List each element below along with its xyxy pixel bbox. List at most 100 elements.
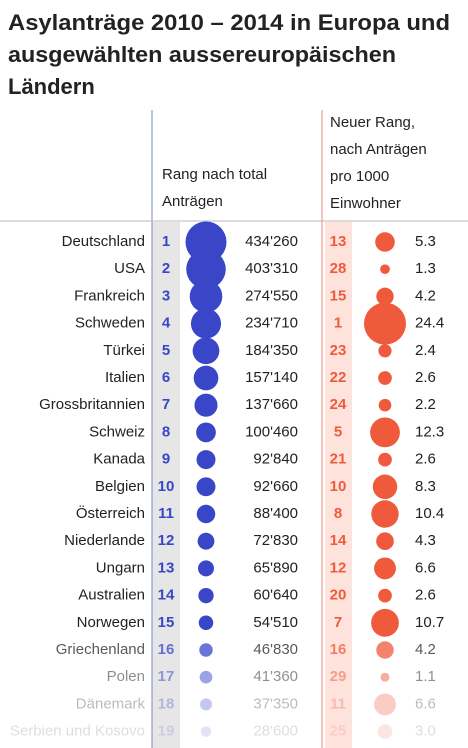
value-label: 4.3 (415, 532, 436, 549)
value-label: 4.2 (415, 287, 436, 304)
chart-title: Ländern (8, 74, 95, 99)
rank: 22 (330, 369, 347, 386)
bubble (196, 504, 216, 524)
value-label: 10.4 (415, 505, 444, 522)
value-label: 60'640 (253, 587, 298, 604)
country-label: Kanada (93, 451, 145, 468)
bubble (192, 337, 220, 365)
bubble (380, 672, 390, 682)
country-label: Schweiz (89, 423, 145, 440)
value-label: 10.7 (415, 614, 444, 631)
bubble (196, 450, 216, 470)
value-label: 2.4 (415, 342, 436, 359)
country-label: Ungarn (96, 559, 145, 576)
value-label: 4.2 (415, 641, 436, 658)
bubble (370, 417, 400, 448)
rank: 8 (162, 423, 170, 440)
country-label: Italien (105, 369, 145, 386)
bubble (185, 221, 227, 263)
value-label: 2.6 (415, 451, 436, 468)
value-label: 8.3 (415, 478, 436, 495)
bubble (194, 393, 218, 417)
bubble (190, 308, 222, 339)
value-label: 92'660 (253, 478, 298, 495)
rank: 3 (162, 287, 170, 304)
bubble (199, 698, 213, 711)
rank: 13 (330, 233, 347, 250)
rank: 29 (330, 668, 347, 685)
country-label: Deutschland (62, 233, 145, 250)
bubble (198, 587, 214, 604)
column-header: nach Anträgen (330, 141, 427, 158)
bubble (375, 232, 395, 252)
rank: 5 (334, 423, 342, 440)
rank: 12 (330, 559, 347, 576)
bubble (378, 452, 392, 467)
bubble (200, 726, 212, 737)
value-label: 403'310 (245, 260, 298, 277)
rank: 7 (334, 614, 342, 631)
value-label: 72'830 (253, 532, 298, 549)
value-label: 2.6 (415, 369, 436, 386)
value-label: 28'600 (253, 723, 298, 740)
column-header: Neuer Rang, (330, 114, 415, 131)
bubble (378, 371, 392, 385)
rank: 2 (162, 260, 170, 277)
rank: 10 (158, 478, 175, 495)
value-label: 92'840 (253, 451, 298, 468)
rank: 7 (162, 396, 170, 413)
value-label: 100'460 (245, 423, 298, 440)
value-label: 65'890 (253, 559, 298, 576)
country-label: Belgien (95, 478, 145, 495)
bubble (374, 557, 396, 580)
bubble (196, 477, 216, 497)
country-label: Serbien und Kosovo (10, 723, 145, 740)
value-label: 6.6 (415, 559, 436, 576)
bubble (364, 302, 406, 345)
rank: 15 (330, 287, 347, 304)
bubble (193, 365, 219, 391)
value-label: 434'260 (245, 233, 298, 250)
rank: 10 (330, 478, 347, 495)
country-label: Polen (107, 668, 145, 685)
bubble (199, 643, 213, 657)
rank: 13 (158, 559, 175, 576)
value-label: 234'710 (245, 315, 298, 332)
country-label: USA (114, 260, 145, 277)
chart-title: ausgewählten aussereuropäischen (8, 42, 396, 67)
value-label: 2.2 (415, 396, 436, 413)
country-label: Griechenland (56, 641, 145, 658)
bubble (197, 532, 215, 550)
value-label: 184'350 (245, 342, 298, 359)
rank: 24 (330, 396, 347, 413)
value-label: 37'350 (253, 695, 298, 712)
bubble (371, 608, 399, 637)
value-label: 46'830 (253, 641, 298, 658)
bubble (199, 670, 213, 684)
value-label: 137'660 (245, 396, 298, 413)
bubble (380, 264, 390, 275)
country-label: Österreich (76, 504, 145, 522)
rank: 1 (162, 233, 170, 250)
value-label: 6.6 (415, 695, 436, 712)
value-label: 274'550 (245, 287, 298, 304)
rank: 25 (330, 723, 347, 740)
value-label: 2.6 (415, 587, 436, 604)
country-label: Niederlande (64, 532, 145, 549)
rank: 16 (330, 641, 347, 658)
value-label: 24.4 (415, 315, 444, 332)
rank: 18 (158, 695, 175, 712)
bubble (374, 693, 396, 716)
value-label: 12.3 (415, 423, 444, 440)
value-label: 54'510 (253, 614, 298, 631)
bubble (376, 532, 394, 551)
value-label: 3.0 (415, 723, 436, 740)
bubble (196, 422, 216, 443)
country-label: Grossbritannien (39, 396, 145, 413)
rank: 9 (162, 451, 170, 468)
bubble (377, 724, 393, 739)
rank: 5 (162, 342, 170, 359)
bubble (189, 280, 223, 313)
value-label: 41'360 (253, 668, 298, 685)
